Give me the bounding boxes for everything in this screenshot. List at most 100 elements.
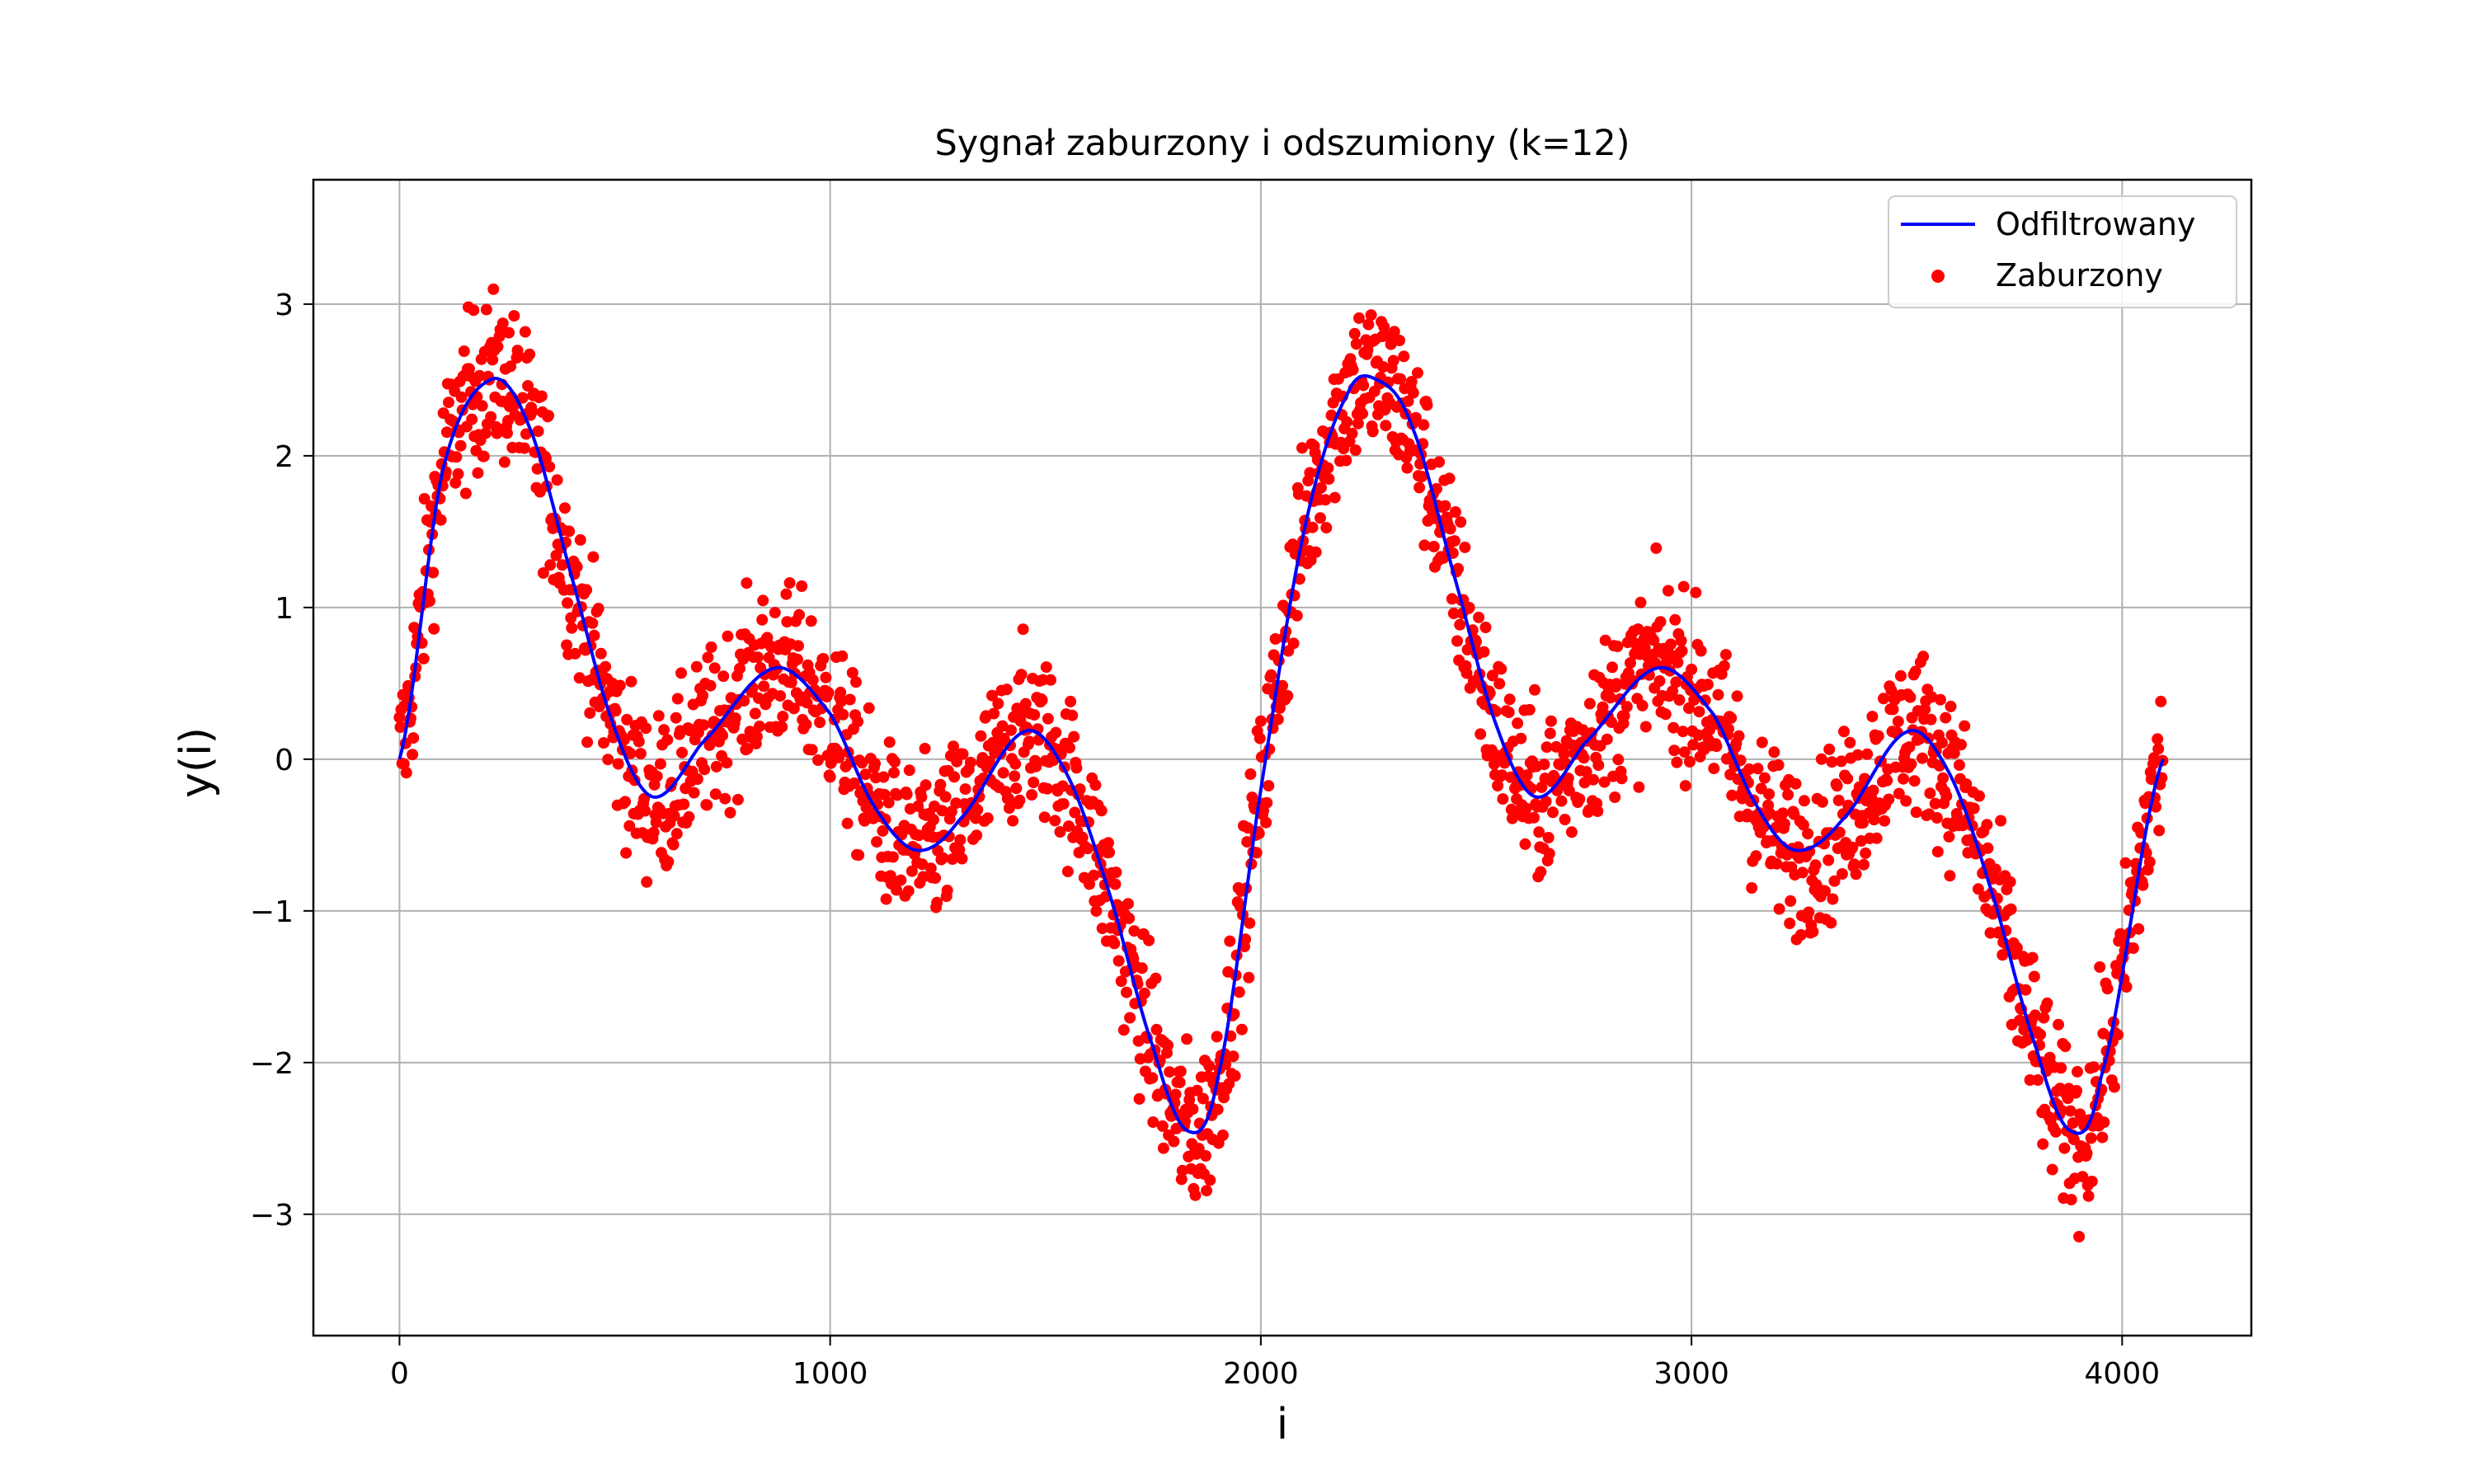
y-axis-label: y(i) xyxy=(172,727,221,798)
scatter-point xyxy=(449,477,462,489)
scatter-point xyxy=(1162,1039,1174,1051)
scatter-point xyxy=(526,406,539,418)
scatter-point xyxy=(1443,472,1456,485)
scatter-point xyxy=(2081,1147,2093,1159)
scatter-point xyxy=(1492,780,1504,791)
scatter-point xyxy=(1418,539,1431,552)
scatter-point xyxy=(1357,379,1370,392)
scatter-point xyxy=(623,819,636,832)
scatter-point xyxy=(912,800,924,812)
scatter-point xyxy=(837,708,849,721)
scatter-point xyxy=(2150,801,2162,813)
scatter-point xyxy=(1758,772,1771,784)
scatter-point xyxy=(913,829,925,842)
y-tick-label: 0 xyxy=(275,744,294,777)
scatter-point xyxy=(888,767,900,779)
scatter-point xyxy=(654,758,666,770)
scatter-point xyxy=(812,754,824,766)
scatter-point xyxy=(2085,1132,2097,1144)
y-tick-label: 3 xyxy=(275,289,294,322)
scatter-point xyxy=(588,629,600,641)
scatter-point xyxy=(1138,987,1150,999)
scatter-point xyxy=(792,653,803,665)
scatter-point xyxy=(1315,512,1326,524)
scatter-point xyxy=(2082,1190,2095,1202)
scatter-point xyxy=(1026,789,1038,801)
scatter-point xyxy=(503,326,515,339)
scatter-point xyxy=(997,767,1009,779)
scatter-point xyxy=(1731,690,1743,702)
scatter-point xyxy=(820,671,832,683)
scatter-point xyxy=(2101,983,2114,995)
scatter-point xyxy=(964,756,976,768)
scatter-point xyxy=(532,425,544,438)
scatter-point xyxy=(667,838,680,851)
scatter-point xyxy=(1306,521,1319,533)
scatter-point xyxy=(1746,882,1758,894)
scatter-point xyxy=(781,616,793,628)
scatter-point xyxy=(1573,793,1586,805)
scatter-point xyxy=(1452,562,1465,575)
scatter-point xyxy=(703,739,716,751)
scatter-point xyxy=(573,672,586,684)
scatter-point xyxy=(1002,792,1014,805)
scatter-point xyxy=(756,613,769,626)
scatter-point xyxy=(1362,318,1375,331)
scatter-point xyxy=(1743,763,1756,775)
scatter-point xyxy=(796,580,808,592)
scatter-point xyxy=(1819,885,1831,897)
scatter-point xyxy=(452,467,464,480)
scatter-point xyxy=(724,806,736,819)
scatter-point xyxy=(1402,395,1414,407)
scatter-point xyxy=(1870,832,1883,844)
scatter-point xyxy=(1036,694,1048,707)
scatter-point xyxy=(408,622,421,634)
scatter-point xyxy=(1653,675,1666,687)
scatter-point xyxy=(473,369,486,382)
scatter-point xyxy=(776,721,788,733)
scatter-point xyxy=(1353,312,1365,324)
scatter-point xyxy=(1103,837,1114,849)
scatter-point xyxy=(670,711,682,724)
scatter-point xyxy=(721,757,733,769)
scatter-point xyxy=(1790,777,1802,790)
scatter-point xyxy=(600,660,612,673)
scatter-point xyxy=(1678,746,1691,758)
scatter-point xyxy=(1650,542,1663,554)
scatter-point xyxy=(1686,664,1698,675)
scatter-point xyxy=(1583,697,1596,710)
scatter-point xyxy=(1866,711,1879,723)
scatter-point xyxy=(1867,784,1879,796)
scatter-point xyxy=(455,391,468,403)
scatter-point xyxy=(841,817,854,829)
scatter-point xyxy=(1597,701,1609,713)
scatter-point xyxy=(1718,660,1730,672)
scatter-point xyxy=(975,730,987,742)
scatter-point xyxy=(729,712,741,725)
y-tick-label: 1 xyxy=(275,592,294,626)
scatter-point xyxy=(1929,797,1941,810)
scatter-point xyxy=(883,736,896,749)
scatter-point xyxy=(1604,692,1616,704)
scatter-point xyxy=(400,767,412,779)
scatter-point xyxy=(586,617,599,629)
scatter-point xyxy=(2086,1176,2098,1187)
scatter-point xyxy=(1580,766,1592,778)
plot-frame xyxy=(312,178,2253,1337)
legend: Odfiltrowany Zaburzony xyxy=(1888,195,2237,308)
scatter-point xyxy=(1832,794,1845,806)
scatter-point xyxy=(1269,633,1282,645)
scatter-point xyxy=(941,885,953,896)
scatter-point xyxy=(1070,762,1083,774)
scatter-point xyxy=(620,847,633,859)
scatter-point xyxy=(1244,917,1256,929)
scatter-point xyxy=(1733,730,1745,742)
scatter-point xyxy=(1197,1092,1209,1105)
scatter-point xyxy=(1940,711,1952,724)
scatter-point xyxy=(691,773,703,785)
scatter-point xyxy=(2112,1029,2124,1041)
scatter-point xyxy=(2087,1061,2100,1073)
scatter-point xyxy=(1150,972,1162,984)
scatter-point xyxy=(1887,703,1899,716)
